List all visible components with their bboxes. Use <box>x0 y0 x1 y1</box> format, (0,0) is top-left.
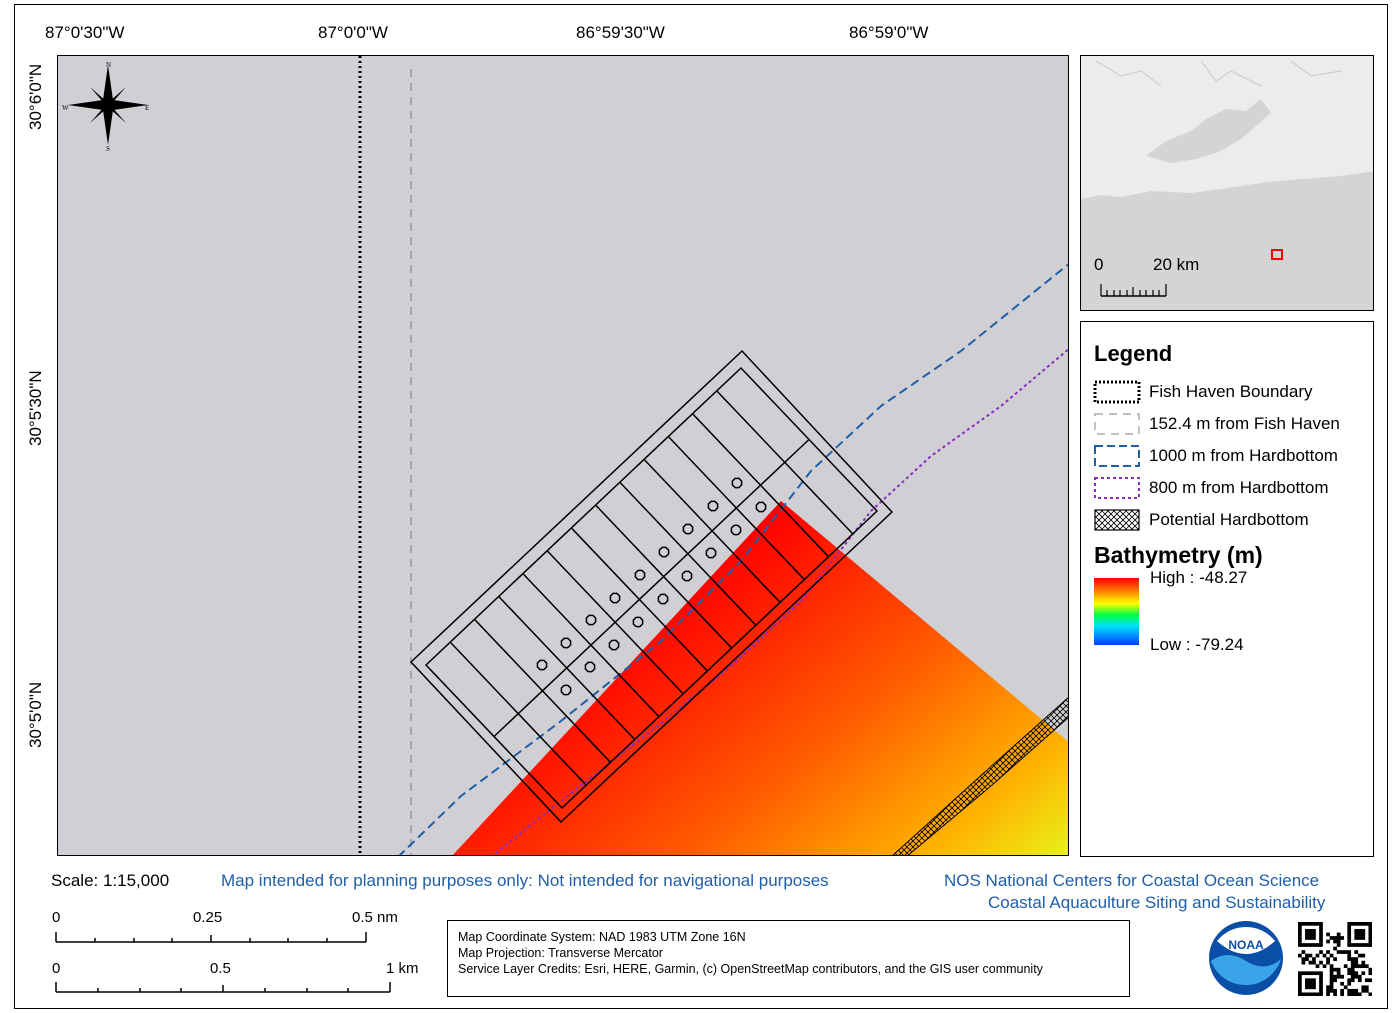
map-canvas: N S E W <box>58 56 1069 856</box>
legend-label: 1000 m from Hardbottom <box>1149 446 1338 466</box>
km-scale-bar <box>50 978 400 996</box>
lon-label-1: 87°0'30"W <box>45 23 124 43</box>
nm-scale-zero: 0 <box>52 909 60 926</box>
lat-label-3: 30°5'0"N <box>26 682 46 748</box>
credit-projection: Map Projection: Transverse Mercator <box>458 945 1119 961</box>
noaa-logo: NOAA <box>1207 919 1285 997</box>
credit-coord-system: Map Coordinate System: NAD 1983 UTM Zone… <box>458 929 1119 945</box>
org-line-1: NOS National Centers for Coastal Ocean S… <box>944 871 1319 891</box>
credit-service-layer: Service Layer Credits: Esri, HERE, Garmi… <box>458 961 1119 977</box>
km-scale-mid: 0.5 <box>210 960 231 977</box>
legend-label: 800 m from Hardbottom <box>1149 478 1329 498</box>
nm-scale-mid: 0.25 <box>193 909 222 926</box>
compass-n: N <box>106 61 111 69</box>
lon-label-2: 87°0'0"W <box>318 23 388 43</box>
bathymetry-high-label: High : -48.27 <box>1150 568 1247 588</box>
inset-canvas <box>1081 56 1374 311</box>
compass-e: E <box>145 104 149 112</box>
lon-label-4: 86°59'0"W <box>849 23 928 43</box>
bathymetry-low-label: Low : -79.24 <box>1150 635 1244 655</box>
legend-label: Potential Hardbottom <box>1149 510 1309 530</box>
legend-label: Fish Haven Boundary <box>1149 382 1312 402</box>
disclaimer-text: Map intended for planning purposes only:… <box>221 871 829 891</box>
fish-haven-swatch <box>1093 380 1141 404</box>
bathymetry-title: Bathymetry (m) <box>1094 542 1263 569</box>
map-scale-text: Scale: 1:15,000 <box>51 871 169 891</box>
qr-code[interactable] <box>1298 922 1372 996</box>
legend-item-fish-haven-buffer: 152.4 m from Fish Haven <box>1093 411 1340 437</box>
crosshatch-swatch <box>1093 508 1141 532</box>
legend-label: 152.4 m from Fish Haven <box>1149 414 1340 434</box>
main-map[interactable]: N S E W <box>57 55 1069 856</box>
compass-w: W <box>62 104 69 112</box>
km-scale-zero: 0 <box>52 960 60 977</box>
nm-scale-bar <box>50 928 380 946</box>
noaa-logo-text: NOAA <box>1228 938 1264 952</box>
inset-scale-zero: 0 <box>1094 255 1103 275</box>
blue-dash-swatch <box>1093 444 1141 468</box>
legend-panel: Legend Fish Haven Boundary 152.4 m from … <box>1080 321 1374 857</box>
legend-item-800m: 800 m from Hardbottom <box>1093 475 1329 501</box>
inset-map[interactable]: 0 20 km <box>1080 55 1374 311</box>
lat-label-2: 30°5'30"N <box>26 370 46 446</box>
org-line-2: Coastal Aquaculture Siting and Sustainab… <box>988 893 1325 913</box>
credits-box: Map Coordinate System: NAD 1983 UTM Zone… <box>447 920 1130 997</box>
legend-item-1000m: 1000 m from Hardbottom <box>1093 443 1338 469</box>
legend-title: Legend <box>1094 341 1172 367</box>
legend-item-fish-haven: Fish Haven Boundary <box>1093 379 1312 405</box>
bathymetry-color-ramp <box>1094 578 1139 645</box>
nm-scale-end: 0.5 nm <box>352 909 398 926</box>
lat-label-1: 30°6'0"N <box>26 64 46 130</box>
compass-s: S <box>106 145 110 153</box>
legend-item-hardbottom: Potential Hardbottom <box>1093 507 1309 533</box>
km-scale-end: 1 km <box>386 960 419 977</box>
purple-dot-swatch <box>1093 476 1141 500</box>
buffer-swatch <box>1093 412 1141 436</box>
inset-scale-label: 20 km <box>1153 255 1199 275</box>
lon-label-3: 86°59'30"W <box>576 23 665 43</box>
